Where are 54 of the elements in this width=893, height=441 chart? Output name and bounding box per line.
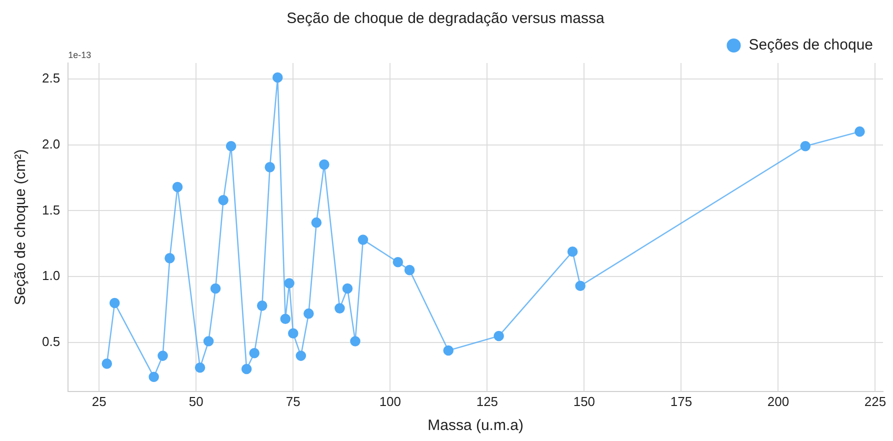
- point: [854, 126, 865, 137]
- text: 1e-13: [68, 50, 92, 60]
- point: [567, 246, 578, 257]
- point: [280, 314, 291, 324]
- point: [241, 364, 252, 374]
- point: [203, 336, 214, 346]
- point: [800, 140, 811, 152]
- legend-label: Seções de choque: [748, 36, 874, 54]
- point: [226, 140, 236, 152]
- point: [304, 308, 314, 319]
- y-tick-label: 1.5: [42, 202, 60, 218]
- point: [319, 159, 330, 170]
- chart-title: Seção de choque de degradação versus massa: [286, 10, 606, 28]
- point: [392, 257, 404, 268]
- x-tick-label: 100: [379, 394, 402, 409]
- point: [443, 345, 454, 356]
- x-tick-label: 125: [476, 394, 498, 409]
- point: [358, 234, 368, 245]
- y-tick-label: 0.5: [42, 334, 60, 350]
- point: [109, 298, 120, 308]
- point: [272, 72, 283, 83]
- point: [158, 350, 168, 361]
- x-tick-label: 25: [92, 394, 106, 409]
- y-tick-label: 2.5: [42, 70, 60, 86]
- point: [264, 162, 276, 172]
- x-tick-label: 175: [670, 394, 692, 409]
- point: [218, 195, 228, 206]
- y-axis-title: Seção de choque (cm²): [12, 149, 30, 306]
- point: [194, 362, 206, 373]
- x-tick-label: 50: [188, 394, 204, 409]
- point: [172, 182, 183, 192]
- x-tick-label: 200: [767, 394, 790, 409]
- point: [256, 300, 268, 311]
- point: [102, 358, 112, 369]
- point: [334, 303, 345, 314]
- y-tick-label: 1.0: [42, 268, 60, 284]
- point: [249, 348, 260, 358]
- point: [342, 283, 353, 294]
- point: [494, 330, 504, 342]
- point: [210, 283, 221, 294]
- x-tick-label: 75: [286, 394, 300, 409]
- x-tick-label: 150: [573, 394, 596, 409]
- point: [404, 264, 415, 276]
- point: [164, 253, 175, 264]
- y-tick-label: 2.0: [42, 136, 60, 152]
- point: [288, 328, 298, 339]
- point: [148, 372, 159, 382]
- point: [311, 217, 322, 228]
- point: [350, 336, 360, 346]
- point: [296, 350, 306, 361]
- x-tick-label: 225: [864, 394, 886, 409]
- x-axis-title: Massa (u.m.a): [428, 417, 524, 434]
- point: [575, 280, 586, 292]
- point: [284, 278, 294, 288]
